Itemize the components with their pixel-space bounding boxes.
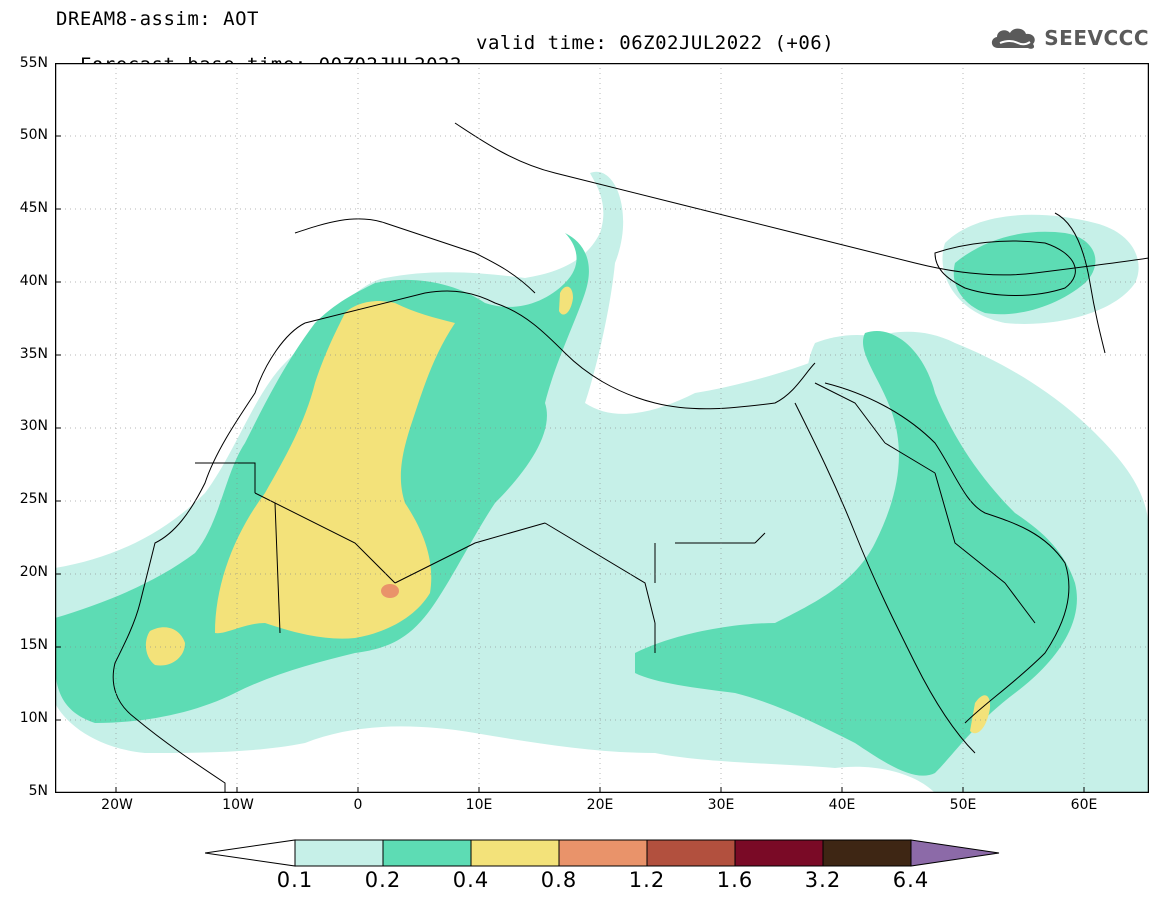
colorbar-label: 1.6 bbox=[716, 868, 754, 892]
lat-tick: 45N bbox=[19, 200, 48, 216]
border-sahara bbox=[195, 462, 766, 653]
lat-tick: 30N bbox=[19, 418, 48, 434]
coastline-africa bbox=[112, 322, 306, 793]
lon-tick: 60E bbox=[1070, 797, 1098, 813]
coastline-europe bbox=[294, 122, 1149, 294]
colorbar-label: 0.4 bbox=[452, 868, 490, 892]
coastline-mediterranean bbox=[304, 290, 816, 410]
lon-tick: 50E bbox=[949, 797, 977, 813]
lon-tick: 20W bbox=[101, 797, 133, 813]
map-title: DREAM8-assim: AOT bbox=[56, 8, 259, 30]
lon-tick: 0 bbox=[353, 797, 363, 813]
coastline-red-sea bbox=[794, 402, 976, 754]
colorbar-swatch bbox=[734, 839, 824, 867]
coastline-caspian bbox=[1054, 212, 1106, 354]
aot-map bbox=[55, 63, 1149, 793]
lat-tick: 20N bbox=[19, 564, 48, 580]
aot-contour-high bbox=[559, 286, 573, 315]
lat-tick: 15N bbox=[19, 637, 48, 653]
logo-text: SEEVCCC bbox=[1044, 26, 1149, 50]
lat-tick: 35N bbox=[19, 346, 48, 362]
colorbar-label: 0.2 bbox=[364, 868, 402, 892]
lat-tick: 5N bbox=[28, 783, 48, 799]
lat-tick: 40N bbox=[19, 273, 48, 289]
colorbar-swatch bbox=[470, 839, 560, 867]
colorbar-high-arrow bbox=[910, 839, 1000, 867]
colorbar-swatch bbox=[558, 839, 648, 867]
valid-time: valid time: 06Z02JUL2022 (+06) bbox=[476, 32, 835, 54]
map-border bbox=[55, 63, 1149, 793]
lat-tick: 25N bbox=[19, 491, 48, 507]
aot-contour-mid bbox=[635, 331, 1077, 776]
seevccc-logo: SEEVCCC bbox=[988, 24, 1149, 52]
colorbar-low-arrow bbox=[205, 839, 296, 867]
lon-tick: 30E bbox=[707, 797, 735, 813]
aot-contour-peak bbox=[381, 584, 399, 598]
coastline-black-sea bbox=[934, 240, 1076, 296]
lon-tick: 20E bbox=[586, 797, 614, 813]
aot-contour-high bbox=[145, 627, 185, 666]
colorbar-label: 3.2 bbox=[804, 868, 842, 892]
colorbar-swatch bbox=[646, 839, 736, 867]
cloud-icon bbox=[992, 28, 1036, 49]
colorbar-label: 0.1 bbox=[276, 868, 314, 892]
colorbar-swatch bbox=[294, 839, 384, 867]
colorbar-label: 6.4 bbox=[892, 868, 930, 892]
coastline-arabia bbox=[824, 382, 1070, 724]
colorbar bbox=[205, 839, 1000, 867]
lon-tick: 40E bbox=[828, 797, 856, 813]
colorbar-swatch bbox=[822, 839, 912, 867]
lon-tick: 10W bbox=[222, 797, 254, 813]
aot-contour-high bbox=[215, 301, 455, 639]
lat-tick: 50N bbox=[19, 127, 48, 143]
lat-tick: 55N bbox=[19, 55, 48, 71]
colorbar-swatch bbox=[382, 839, 472, 867]
colorbar-label: 0.8 bbox=[540, 868, 578, 892]
lat-tick: 10N bbox=[19, 710, 48, 726]
colorbar-label: 1.2 bbox=[628, 868, 666, 892]
lon-tick: 10E bbox=[465, 797, 493, 813]
border-middle-east bbox=[814, 382, 1036, 624]
